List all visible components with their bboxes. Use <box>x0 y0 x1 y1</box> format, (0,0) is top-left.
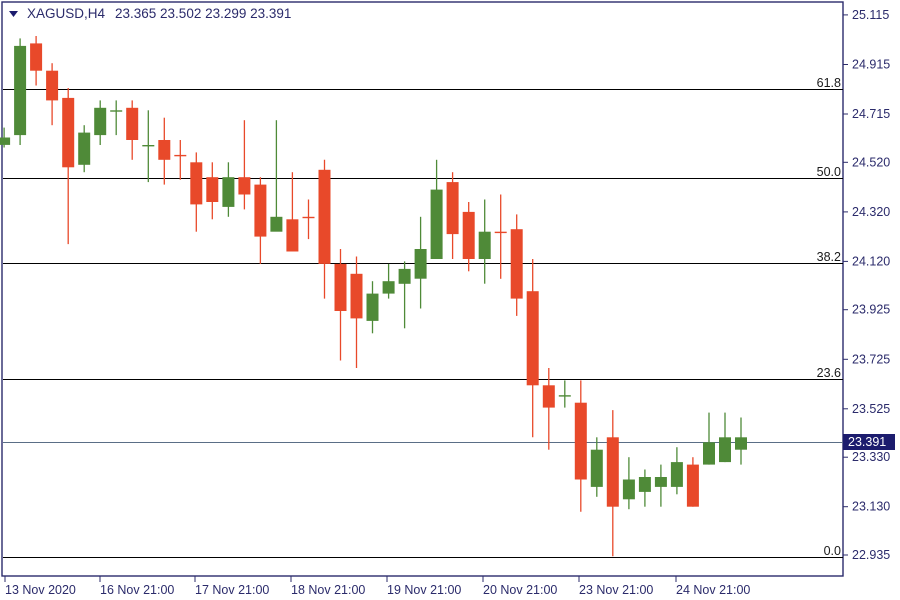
svg-text:25.115: 25.115 <box>852 8 889 22</box>
svg-text:23.330: 23.330 <box>852 450 890 464</box>
svg-text:23.391: 23.391 <box>848 435 886 449</box>
svg-text:22.935: 22.935 <box>852 548 890 562</box>
svg-text:50.0: 50.0 <box>817 165 841 179</box>
svg-text:38.2: 38.2 <box>817 250 841 264</box>
svg-text:23.6: 23.6 <box>817 366 841 380</box>
svg-text:23.925: 23.925 <box>852 303 890 317</box>
svg-text:24 Nov 21:00: 24 Nov 21:00 <box>676 583 750 597</box>
svg-text:23.725: 23.725 <box>852 352 890 366</box>
svg-text:13 Nov 2020: 13 Nov 2020 <box>5 583 76 597</box>
svg-text:24.520: 24.520 <box>852 155 890 169</box>
svg-text:24.320: 24.320 <box>852 205 890 219</box>
svg-text:XAGUSD,H4: XAGUSD,H4 <box>27 6 106 21</box>
svg-text:17 Nov 21:00: 17 Nov 21:00 <box>195 583 269 597</box>
svg-text:0.0: 0.0 <box>824 544 841 558</box>
svg-text:16 Nov 21:00: 16 Nov 21:00 <box>100 583 174 597</box>
svg-text:24.715: 24.715 <box>852 107 890 121</box>
svg-text:23.130: 23.130 <box>852 500 890 514</box>
svg-text:19 Nov 21:00: 19 Nov 21:00 <box>387 583 461 597</box>
svg-text:61.8: 61.8 <box>817 76 841 90</box>
svg-text:24.120: 24.120 <box>852 254 890 268</box>
svg-text:23.365 23.502 23.299 23.391: 23.365 23.502 23.299 23.391 <box>115 6 291 21</box>
svg-text:23 Nov 21:00: 23 Nov 21:00 <box>579 583 653 597</box>
svg-text:20 Nov 21:00: 20 Nov 21:00 <box>483 583 557 597</box>
svg-text:18 Nov 21:00: 18 Nov 21:00 <box>291 583 365 597</box>
svg-text:24.915: 24.915 <box>852 58 890 72</box>
svg-text:23.525: 23.525 <box>852 402 890 416</box>
